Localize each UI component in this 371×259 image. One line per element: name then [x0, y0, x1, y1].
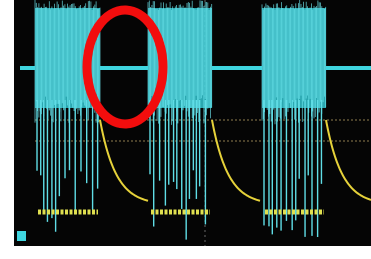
page: (() => { const ns = 'http://www.w3.org/2… [0, 0, 371, 259]
oscilloscope-screenshot [0, 0, 371, 259]
channel-marker [17, 231, 26, 241]
